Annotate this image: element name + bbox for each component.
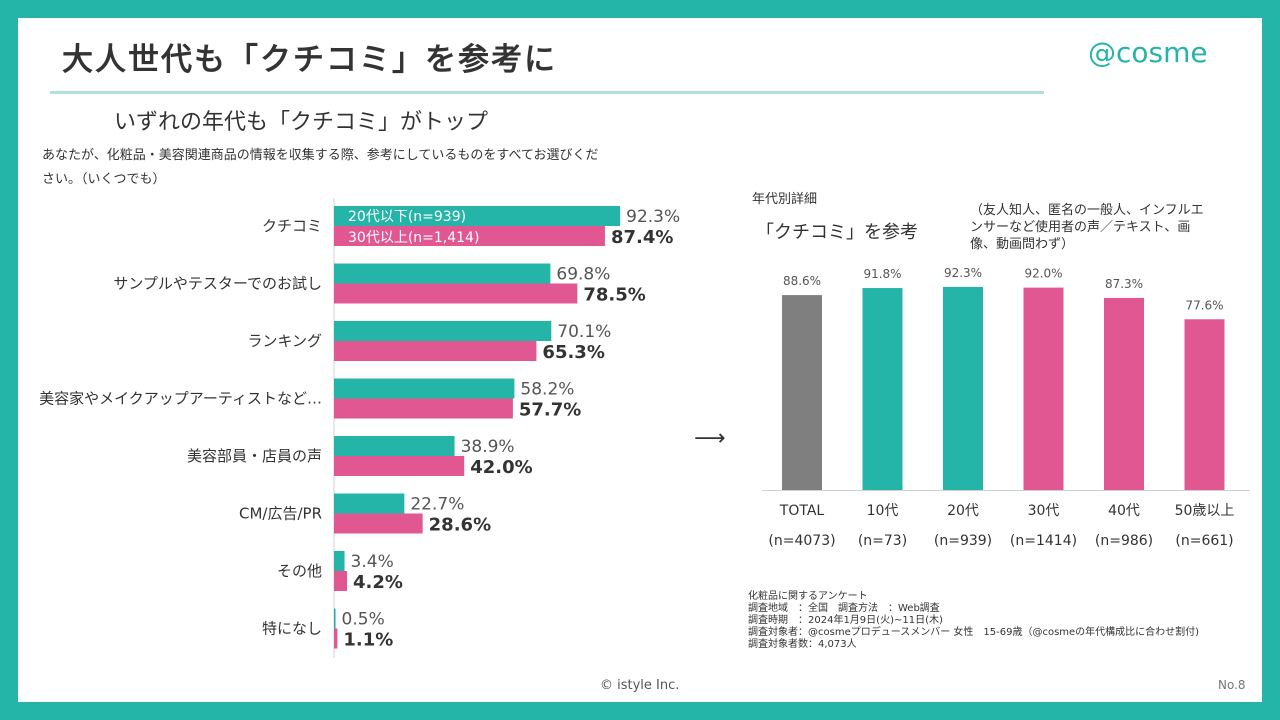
category-label: 特になし bbox=[262, 620, 322, 638]
bar-20s-under bbox=[334, 493, 405, 514]
age-category-label: 30代 bbox=[1028, 503, 1060, 519]
age-sample-size: (n=939) bbox=[934, 533, 992, 549]
age-bar-chart: 88.6% TOTAL (n=4073) 91.8% 10代 (n=73) 92.3% 20代… bbox=[768, 268, 1235, 549]
bar-30s-over bbox=[334, 456, 465, 476]
age-bar bbox=[862, 288, 903, 490]
age-bar bbox=[782, 295, 822, 490]
value-label-30s: 28.6% bbox=[429, 515, 491, 536]
detail-title: 「クチコミ」を参考 bbox=[756, 222, 918, 243]
bar-30s-over bbox=[334, 571, 348, 591]
category-label: その他 bbox=[277, 562, 322, 580]
age-value-label: 91.8% bbox=[863, 268, 901, 281]
title-divider bbox=[50, 91, 1044, 94]
bar-30s-over bbox=[334, 513, 423, 534]
slide-title: 大人世代も「クチコミ」を参考に bbox=[62, 42, 557, 78]
value-label-30s: 42.0% bbox=[470, 457, 532, 478]
category-label: CM/広告/PR bbox=[239, 505, 322, 523]
bar-20s-under bbox=[334, 206, 621, 226]
age-value-label: 77.6% bbox=[1185, 298, 1223, 312]
value-label-30s: 57.7% bbox=[519, 400, 581, 421]
value-label-20s: 22.7% bbox=[410, 495, 464, 515]
chart-subtitle: いずれの年代も「クチコミ」がトップ bbox=[114, 110, 489, 135]
age-sample-size: (n=73) bbox=[858, 533, 907, 549]
age-value-label: 88.6% bbox=[783, 274, 821, 288]
age-value-label: 92.0% bbox=[1024, 268, 1062, 281]
value-label-20s: 3.4% bbox=[351, 552, 394, 572]
bar-30s-over bbox=[334, 341, 537, 361]
value-label-30s: 4.2% bbox=[353, 572, 403, 593]
age-bar bbox=[943, 286, 983, 490]
age-sample-size: (n=986) bbox=[1095, 533, 1153, 549]
survey-line: 調査時期 ：2024年1月9日(火)~11日(木) bbox=[748, 615, 943, 626]
survey-line: 調査対象者数：4,073人 bbox=[748, 639, 857, 650]
survey-line: 化粧品に関するアンケート bbox=[748, 591, 868, 602]
category-label: クチコミ bbox=[262, 217, 322, 235]
age-category-label: 40代 bbox=[1108, 503, 1140, 519]
age-bar bbox=[1023, 287, 1064, 490]
value-label-20s: 69.8% bbox=[556, 265, 610, 285]
bar-20s-under bbox=[334, 436, 455, 456]
value-label-20s: 58.2% bbox=[520, 380, 574, 400]
age-bar bbox=[1104, 297, 1144, 490]
value-label-30s: 78.5% bbox=[583, 285, 645, 306]
age-sample-size: (n=661) bbox=[1175, 533, 1233, 549]
value-label-20s: 92.3% bbox=[626, 207, 680, 227]
survey-details: 化粧品に関するアンケート 調査地域 ：全国 調査方法 ：Web調査 調査時期 ：… bbox=[748, 591, 1258, 651]
category-label: 美容部員・店員の声 bbox=[187, 447, 322, 465]
age-value-label: 92.3% bbox=[944, 268, 982, 280]
value-label-30s: 1.1% bbox=[343, 630, 393, 651]
legend-30s-over: 30代以上(n=1,414) bbox=[348, 230, 479, 246]
value-label-30s: 65.3% bbox=[542, 342, 604, 363]
arrow-icon: ⟶ bbox=[694, 426, 726, 451]
detail-note: （友人知人、匿名の一般人、インフルエンサーなど使用者の声／テキスト、画像、動画問… bbox=[970, 203, 1204, 252]
category-label: サンプルやテスターでのお試し bbox=[113, 275, 322, 293]
category-label: 美容家やメイクアップアーティストなど… bbox=[39, 390, 322, 408]
bar-20s-under bbox=[334, 263, 551, 284]
bar-20s-under bbox=[334, 378, 515, 399]
survey-line: 調査対象者：@cosmeプロデュースメンバー 女性 15-69歳（@cosmeの… bbox=[748, 627, 1200, 638]
age-category-label: 10代 bbox=[867, 503, 899, 519]
age-category-label: 20代 bbox=[947, 503, 979, 519]
bar-30s-over bbox=[334, 628, 338, 649]
slide: 大人世代も「クチコミ」を参考に @cosme いずれの年代も「クチコミ」がトップ… bbox=[18, 18, 1262, 702]
horizontal-bar-chart: クチコミ 92.3%87.4% 20代以下(n=939) 30代以上(n=1,414)… bbox=[39, 198, 680, 658]
age-value-label: 87.3% bbox=[1105, 277, 1143, 291]
bar-20s-under bbox=[334, 321, 552, 341]
bar-20s-under bbox=[334, 551, 345, 571]
legend-20s-under: 20代以下(n=939) bbox=[348, 209, 466, 225]
page-number: No.8 bbox=[1218, 678, 1246, 692]
survey-line: 調査地域 ：全国 調査方法 ：Web調査 bbox=[748, 603, 940, 614]
value-label-20s: 0.5% bbox=[342, 610, 385, 630]
category-label: ランキング bbox=[247, 332, 322, 350]
bar-30s-over bbox=[334, 398, 513, 419]
bar-30s-over bbox=[334, 226, 605, 246]
value-label-20s: 38.9% bbox=[461, 437, 515, 457]
age-sample-size: (n=1414) bbox=[1010, 533, 1077, 549]
cosme-logo: @cosme bbox=[1088, 36, 1208, 69]
detail-heading: 年代別詳細 bbox=[752, 192, 818, 207]
bar-20s-under bbox=[334, 608, 336, 629]
age-bar bbox=[1184, 319, 1225, 490]
survey-question: あなたが、化粧品・美容関連商品の情報を収集する際、参考にしているものをすべてお選… bbox=[42, 148, 599, 187]
category-axis bbox=[762, 490, 1250, 491]
bar-30s-over bbox=[334, 283, 578, 304]
age-sample-size: (n=4073) bbox=[768, 533, 835, 549]
value-label-20s: 70.1% bbox=[557, 322, 611, 342]
value-label-30s: 87.4% bbox=[611, 227, 673, 248]
copyright: © istyle Inc. bbox=[600, 678, 680, 693]
age-category-label: 50歳以上 bbox=[1175, 503, 1235, 519]
age-category-label: TOTAL bbox=[779, 503, 825, 519]
